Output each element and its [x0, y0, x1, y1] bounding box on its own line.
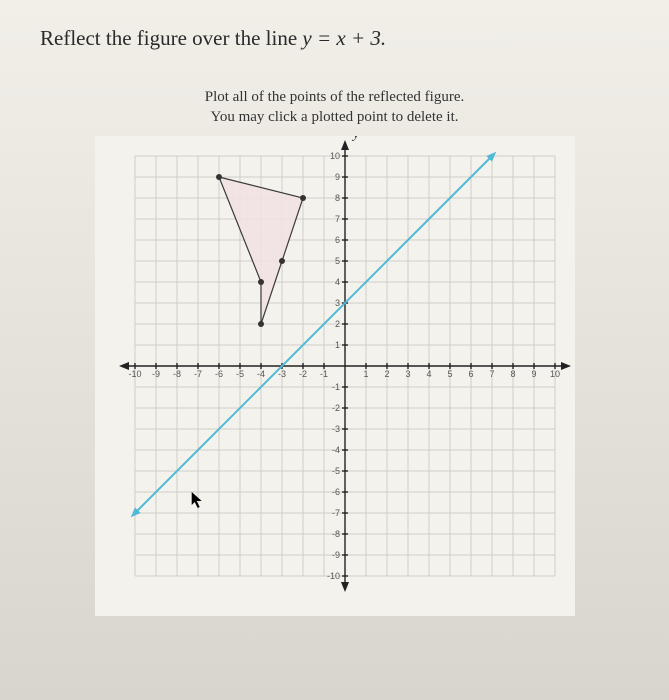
question-title: Reflect the figure over the line y = x +… [40, 26, 629, 51]
svg-text:-9: -9 [331, 550, 339, 560]
svg-text:-7: -7 [193, 369, 201, 379]
svg-text:8: 8 [510, 369, 515, 379]
svg-text:-4: -4 [331, 445, 339, 455]
svg-text:-3: -3 [277, 369, 285, 379]
question-page: Reflect the figure over the line y = x +… [0, 0, 669, 700]
svg-text:9: 9 [334, 172, 339, 182]
svg-text:-1: -1 [331, 382, 339, 392]
svg-text:-1: -1 [319, 369, 327, 379]
svg-text:y: y [351, 136, 360, 142]
svg-text:6: 6 [468, 369, 473, 379]
title-equation: y = x + 3. [302, 26, 386, 50]
title-text: Reflect the figure over the line [40, 26, 302, 50]
svg-text:-10: -10 [326, 571, 339, 581]
svg-text:3: 3 [334, 298, 339, 308]
svg-text:10: 10 [329, 151, 339, 161]
mirror-line-group [127, 148, 498, 519]
svg-text:4: 4 [334, 277, 339, 287]
coordinate-plane[interactable]: -10 -9 -8 -7 -6 -5 -4 -3 -2 -1 1 2 3 4 5 6 7 8 9 10 1 2 3 4 5 6 7 8… [95, 136, 575, 616]
plot-container: -10 -9 -8 -7 -6 -5 -4 -3 -2 -1 1 2 3 4 5 6 7 8 9 10 1 2 3 4 5 6 7 8… [95, 136, 575, 616]
svg-text:6: 6 [334, 235, 339, 245]
svg-text:2: 2 [334, 319, 339, 329]
vertex-point[interactable] [300, 195, 306, 201]
svg-text:-5: -5 [235, 369, 243, 379]
svg-text:-4: -4 [256, 369, 264, 379]
svg-text:7: 7 [334, 214, 339, 224]
svg-text:-6: -6 [331, 487, 339, 497]
svg-text:8: 8 [334, 193, 339, 203]
svg-text:-10: -10 [128, 369, 141, 379]
svg-text:-6: -6 [214, 369, 222, 379]
figure-group[interactable] [216, 174, 306, 327]
svg-text:10: 10 [549, 369, 559, 379]
svg-text:-3: -3 [331, 424, 339, 434]
vertex-point[interactable] [216, 174, 222, 180]
svg-text:-8: -8 [172, 369, 180, 379]
svg-text:4: 4 [426, 369, 431, 379]
instruction-line-1: Plot all of the points of the reflected … [40, 87, 629, 107]
svg-text:2: 2 [384, 369, 389, 379]
axes [119, 140, 571, 592]
svg-text:1: 1 [334, 340, 339, 350]
axis-labels: yx [351, 136, 575, 374]
svg-text:1: 1 [363, 369, 368, 379]
svg-text:9: 9 [531, 369, 536, 379]
svg-text:-5: -5 [331, 466, 339, 476]
vertex-point[interactable] [279, 258, 285, 264]
instructions: Plot all of the points of the reflected … [40, 87, 629, 128]
vertex-point[interactable] [258, 321, 264, 327]
svg-text:x: x [574, 359, 575, 374]
svg-text:5: 5 [334, 256, 339, 266]
cursor-indicator [191, 492, 201, 508]
vertex-point[interactable] [258, 279, 264, 285]
svg-text:5: 5 [447, 369, 452, 379]
svg-text:-2: -2 [331, 403, 339, 413]
instruction-line-2: You may click a plotted point to delete … [40, 107, 629, 127]
svg-text:-8: -8 [331, 529, 339, 539]
cursor-icon [191, 492, 201, 508]
svg-text:-2: -2 [298, 369, 306, 379]
svg-text:-7: -7 [331, 508, 339, 518]
svg-text:7: 7 [489, 369, 494, 379]
svg-text:3: 3 [405, 369, 410, 379]
svg-text:-9: -9 [151, 369, 159, 379]
